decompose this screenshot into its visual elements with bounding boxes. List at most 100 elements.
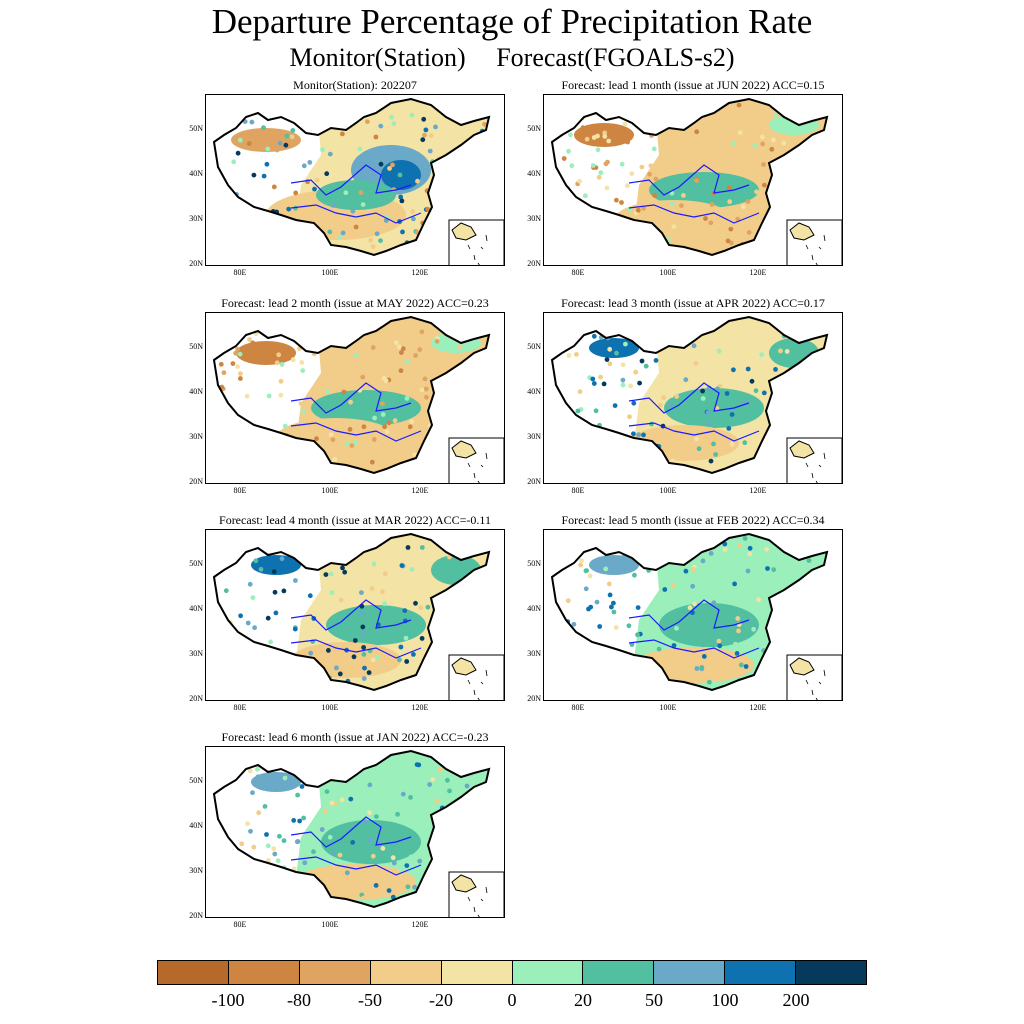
station-dot: [251, 172, 257, 178]
lat-label-50n: 50N: [189, 776, 203, 785]
station-dot: [237, 351, 243, 357]
station-dot: [745, 366, 751, 372]
station-dot: [751, 626, 756, 632]
station-dot: [476, 812, 482, 817]
station-dot: [225, 849, 230, 855]
station-dot: [456, 810, 461, 816]
station-dot: [468, 608, 474, 614]
station-dot: [336, 578, 342, 584]
panel-title: Forecast: lead 6 month (issue at JAN 202…: [221, 730, 489, 744]
station-dot: [597, 624, 603, 629]
station-dot: [410, 209, 416, 214]
station-dot: [294, 241, 300, 247]
station-dot: [774, 422, 780, 427]
station-dot: [269, 667, 275, 672]
shaded-region: [251, 772, 301, 792]
station-dot: [692, 601, 697, 607]
station-dot: [250, 790, 255, 796]
station-dot: [636, 441, 642, 446]
station-dot: [454, 754, 459, 760]
station-dot: [477, 646, 483, 652]
station-dot: [286, 880, 292, 885]
station-dot: [353, 757, 358, 763]
station-dot: [700, 642, 706, 648]
station-dot: [237, 758, 243, 764]
station-dot: [219, 242, 225, 248]
station-dot: [604, 233, 609, 239]
station-dot: [606, 581, 612, 587]
station-dot: [384, 429, 390, 434]
station-dot: [482, 367, 488, 373]
station-dot: [424, 394, 429, 400]
station-dot: [405, 884, 411, 890]
station-dot: [662, 587, 668, 592]
station-dot: [398, 644, 404, 650]
station-dot: [775, 176, 781, 181]
colorbar-swatch-4: [441, 961, 513, 984]
station-dot: [806, 558, 812, 563]
china-map: [543, 529, 843, 701]
station-dot: [633, 369, 639, 375]
colorbar-label: 100: [711, 990, 739, 1010]
lon-label-100e: 100E: [321, 703, 339, 712]
station-dot: [637, 380, 642, 386]
station-dot: [673, 141, 679, 146]
station-dot: [671, 224, 677, 230]
station-dot: [421, 172, 427, 178]
station-dot: [737, 130, 743, 135]
station-dot: [308, 650, 314, 656]
station-dot: [369, 459, 375, 465]
station-dot: [714, 405, 720, 411]
station-dot: [272, 851, 278, 857]
station-dot: [290, 357, 296, 363]
station-dot: [433, 230, 439, 236]
colorbar-label: 20: [574, 990, 592, 1010]
station-dot: [467, 799, 473, 805]
station-dot: [464, 783, 470, 789]
station-dot: [768, 672, 774, 677]
station-dot: [580, 678, 586, 683]
station-dot: [289, 134, 295, 140]
colorbar-swatch-1: [228, 961, 300, 984]
station-dot: [638, 322, 644, 327]
station-dot: [223, 588, 229, 594]
station-dot: [673, 120, 678, 126]
station-dot: [400, 229, 405, 235]
station-dot: [283, 142, 289, 148]
yangtze-river: [290, 639, 422, 659]
station-dot: [633, 446, 639, 451]
station-dot: [412, 884, 417, 890]
station-dot: [429, 217, 434, 223]
station-dot: [292, 626, 298, 632]
station-dot: [331, 850, 336, 856]
station-dot: [245, 620, 251, 626]
station-dot: [458, 582, 464, 588]
station-dot: [627, 414, 632, 420]
station-dot: [586, 606, 591, 612]
colorbar-swatch-0: [158, 961, 229, 984]
lat-label-40n: 40N: [189, 821, 203, 830]
station-dot: [455, 826, 461, 831]
station-dot: [328, 571, 334, 577]
station-dot: [462, 619, 467, 624]
station-dot: [362, 665, 367, 671]
station-dot: [244, 448, 249, 453]
station-dot: [736, 102, 742, 108]
station-dot: [683, 568, 689, 574]
station-dot: [457, 344, 463, 350]
station-dot: [428, 887, 434, 892]
station-dot: [239, 654, 245, 660]
station-dot: [301, 815, 306, 821]
station-dot: [301, 163, 307, 169]
station-dot: [658, 402, 663, 408]
station-dot: [430, 214, 435, 220]
station-dot: [373, 134, 379, 140]
station-dot: [660, 679, 666, 684]
station-dot: [434, 338, 440, 344]
lat-label-40n: 40N: [189, 169, 203, 178]
station-dot: [783, 647, 789, 653]
station-dot: [332, 319, 338, 325]
station-dot: [447, 410, 453, 416]
station-dot: [708, 220, 714, 226]
station-dot: [459, 199, 465, 205]
